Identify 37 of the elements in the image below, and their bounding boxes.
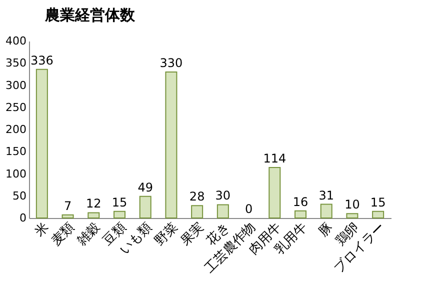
- data-label: 16: [292, 194, 308, 209]
- data-label: 31: [318, 188, 334, 202]
- y-tick-label: 0: [20, 212, 26, 224]
- y-tick-label: 400: [6, 34, 26, 48]
- y-tick-label: 50: [12, 189, 26, 202]
- data-label: 15: [112, 195, 128, 210]
- bar: [36, 68, 48, 218]
- bar: [346, 213, 358, 218]
- y-tick-label: 150: [6, 145, 26, 158]
- y-tick-label: 200: [6, 123, 26, 136]
- data-label: 30: [215, 188, 231, 203]
- data-label: 15: [370, 195, 386, 210]
- bar: [165, 71, 178, 218]
- bar: [114, 210, 126, 218]
- y-tick-label: 300: [6, 78, 26, 92]
- bar: [62, 214, 74, 218]
- y-tick-label: 350: [6, 56, 26, 70]
- data-label: 114: [263, 152, 286, 166]
- y-tick-label: 100: [6, 167, 26, 180]
- data-label: 12: [86, 196, 102, 211]
- bar: [268, 167, 281, 218]
- bar: [191, 205, 204, 218]
- data-label: 330: [160, 56, 183, 70]
- chart-title: 農業経営体数: [44, 6, 136, 24]
- bar: [372, 210, 384, 218]
- bar: [320, 204, 332, 218]
- data-label: 0: [244, 202, 253, 216]
- bar: [216, 204, 229, 218]
- data-label: 336: [30, 53, 54, 68]
- data-label: 10: [344, 198, 360, 212]
- data-label: 49: [138, 180, 153, 194]
- bar: [294, 210, 306, 218]
- bar: [88, 212, 100, 218]
- bar: [139, 196, 152, 218]
- data-label: 28: [189, 190, 205, 204]
- data-label: 7: [64, 198, 72, 213]
- y-tick-label: 250: [6, 100, 26, 114]
